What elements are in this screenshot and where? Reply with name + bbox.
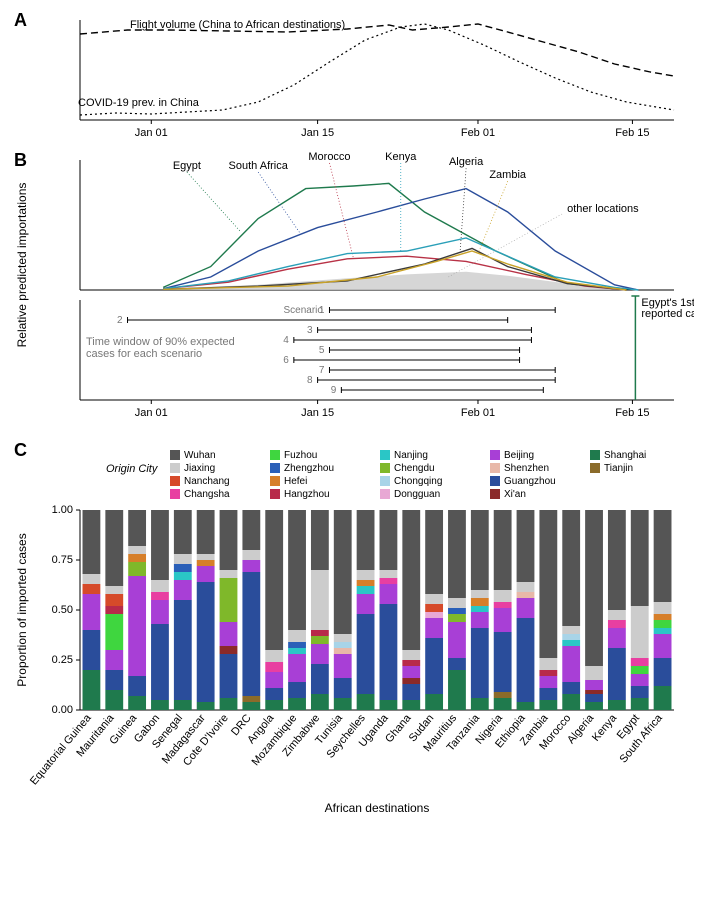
svg-text:Wuhan: Wuhan [184,450,216,461]
svg-text:Hefei: Hefei [284,476,307,487]
flight-label: Flight volume (China to African destinat… [130,19,345,31]
panel-b-svg: Relative predicted importations Egypt Sout… [10,150,694,440]
svg-text:Jan 01: Jan 01 [135,127,168,139]
svg-text:Guangzhou: Guangzhou [504,476,556,487]
svg-text:Morocco: Morocco [308,151,350,163]
svg-text:Changsha: Changsha [184,489,230,500]
svg-text:Zhengzhou: Zhengzhou [284,463,334,474]
svg-text:Scenario: Scenario [283,305,323,316]
panel-b-label: B [14,150,27,171]
svg-text:0.25: 0.25 [52,654,73,666]
svg-text:9: 9 [331,385,337,396]
svg-text:reported case: reported case [641,308,694,320]
svg-text:5: 5 [319,345,325,356]
svg-text:Chongqing: Chongqing [394,476,442,487]
panel-c: C Proportion of imported cases 0.00 0.25 0.… [10,440,694,820]
svg-text:6: 6 [283,355,289,366]
svg-text:Shenzhen: Shenzhen [504,463,549,474]
svg-text:Shanghai: Shanghai [604,450,646,461]
svg-text:Jiaxing: Jiaxing [184,463,215,474]
svg-text:cases for each scenario: cases for each scenario [86,348,202,360]
svg-text:Feb 01: Feb 01 [461,127,495,139]
svg-text:other locations: other locations [567,203,639,215]
svg-text:Nanjing: Nanjing [394,450,428,461]
svg-text:Nanchang: Nanchang [184,476,230,487]
svg-text:0.50: 0.50 [52,604,73,616]
svg-text:Kenya: Kenya [385,151,417,163]
svg-text:Jan 01: Jan 01 [135,407,168,419]
svg-text:8: 8 [307,375,313,386]
panel-a: A Flight volume (China to African destin… [10,10,694,150]
svg-text:Algeria: Algeria [565,712,597,747]
svg-text:4: 4 [283,335,289,346]
panel-a-label: A [14,10,27,31]
svg-text:3: 3 [307,325,313,336]
svg-text:Kenya: Kenya [590,712,620,744]
svg-text:1: 1 [319,305,325,316]
svg-text:Dongguan: Dongguan [394,489,440,500]
svg-text:Jan 15: Jan 15 [301,407,334,419]
svg-text:0.75: 0.75 [52,554,73,566]
svg-text:Origin City: Origin City [106,463,159,475]
svg-text:Fuzhou: Fuzhou [284,450,317,461]
svg-text:Proportion of imported cases: Proportion of imported cases [15,533,29,686]
svg-text:0.00: 0.00 [52,704,73,716]
svg-text:Feb 15: Feb 15 [615,407,649,419]
svg-text:African destinations: African destinations [325,801,430,815]
svg-text:Feb 15: Feb 15 [615,127,649,139]
covid-label: COVID-19 prev. in China [78,97,200,109]
svg-text:Tianjin: Tianjin [604,463,633,474]
panel-a-svg: Flight volume (China to African destinat… [10,10,694,150]
svg-text:7: 7 [319,365,325,376]
svg-text:Ghana: Ghana [383,712,414,746]
svg-text:Egypt: Egypt [173,160,201,172]
panel-c-label: C [14,440,27,461]
panel-c-svg: Proportion of imported cases 0.00 0.25 0.50… [10,440,694,820]
svg-text:1.00: 1.00 [52,504,73,516]
svg-text:Feb 01: Feb 01 [461,407,495,419]
svg-text:Xi'an: Xi'an [504,489,526,500]
panel-b: B Relative predicted importations Egypt So… [10,150,694,440]
svg-text:Relative predicted importation: Relative predicted importations [15,183,29,348]
svg-text:Beijing: Beijing [504,450,534,461]
svg-text:Hangzhou: Hangzhou [284,489,330,500]
svg-text:South Africa: South Africa [229,160,289,172]
svg-text:Zambia: Zambia [489,169,527,181]
svg-text:Time window of 90% expected: Time window of 90% expected [86,336,235,348]
svg-text:Chengdu: Chengdu [394,463,435,474]
svg-text:Algeria: Algeria [449,156,484,168]
svg-text:2: 2 [117,315,123,326]
svg-text:Jan 15: Jan 15 [301,127,334,139]
